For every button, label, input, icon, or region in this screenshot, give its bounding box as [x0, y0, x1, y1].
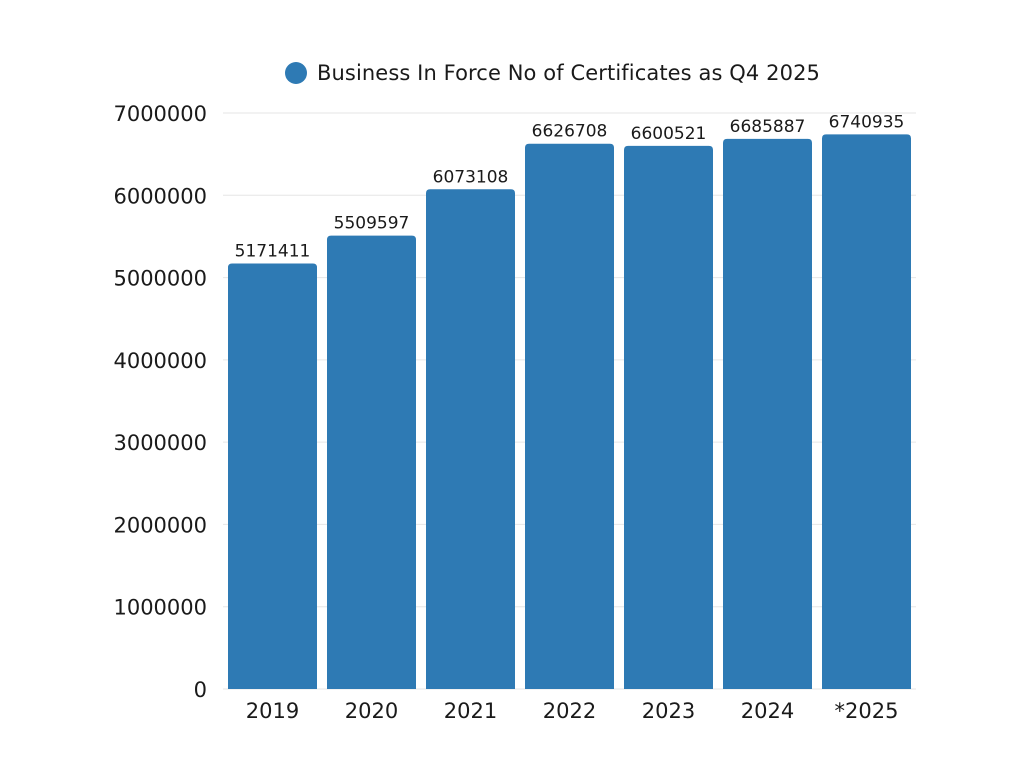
data-label: 6740935 — [829, 112, 905, 132]
y-tick-label: 6000000 — [113, 184, 207, 208]
bar-2021 — [426, 189, 515, 690]
data-label: 5171411 — [235, 241, 311, 261]
y-tick-label: 5000000 — [113, 267, 207, 291]
bar-2020 — [327, 235, 416, 690]
x-tick-label: *2025 — [835, 699, 899, 723]
y-tick-label: 2000000 — [113, 513, 207, 537]
data-label: 5509597 — [334, 214, 410, 234]
x-tick-label: 2024 — [741, 699, 794, 723]
bar-2024 — [723, 138, 812, 689]
bar-2019 — [228, 263, 317, 689]
y-tick-label: 4000000 — [113, 349, 207, 373]
x-tick-label: 2019 — [246, 699, 299, 723]
data-label: 6685887 — [730, 117, 806, 137]
bar-2023 — [624, 145, 713, 690]
x-tick-label: 2020 — [345, 699, 398, 723]
bar-star2025 — [822, 134, 911, 689]
data-label: 6600521 — [631, 124, 707, 144]
legend-label: Business In Force No of Certificates as … — [317, 61, 820, 85]
data-label: 6073108 — [433, 167, 509, 187]
y-tick-label: 7000000 — [113, 102, 207, 126]
x-tick-label: 2023 — [642, 699, 695, 723]
bar-2022 — [525, 143, 614, 689]
data-label: 6626708 — [532, 122, 608, 142]
legend: Business In Force No of Certificates as … — [285, 58, 820, 88]
y-tick-label: 3000000 — [113, 431, 207, 455]
legend-marker — [285, 62, 307, 84]
y-tick-label: 0 — [194, 678, 207, 702]
x-tick-label: 2021 — [444, 699, 497, 723]
y-tick-label: 1000000 — [113, 596, 207, 620]
x-tick-label: 2022 — [543, 699, 596, 723]
